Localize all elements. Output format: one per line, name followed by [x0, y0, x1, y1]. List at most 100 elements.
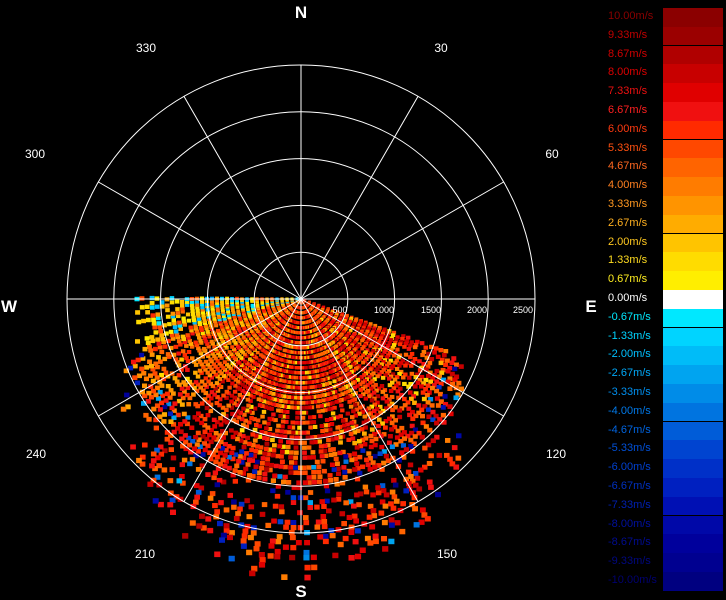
velocity-gate: [259, 557, 266, 563]
velocity-gate: [258, 552, 265, 558]
legend-swatch: [663, 158, 723, 178]
velocity-gate: [242, 412, 247, 417]
velocity-gate: [226, 403, 231, 408]
velocity-gate: [154, 474, 161, 480]
degree-label-30: 30: [434, 41, 448, 55]
azimuth-spoke: [300, 298, 504, 417]
velocity-gate: [314, 379, 319, 384]
velocity-gate: [194, 343, 200, 348]
velocity-gate: [178, 422, 184, 427]
velocity-gate: [276, 393, 281, 398]
velocity-gate: [277, 403, 282, 408]
velocity-gate: [429, 357, 435, 362]
velocity-gate: [243, 359, 248, 364]
velocity-gate: [308, 355, 313, 359]
velocity-gate: [252, 453, 257, 459]
velocity-gate: [395, 347, 400, 352]
velocity-gate: [164, 303, 170, 308]
velocity-gate: [295, 540, 302, 546]
velocity-gate: [417, 359, 422, 364]
velocity-gate: [233, 452, 239, 457]
velocity-gate: [319, 499, 325, 505]
velocity-gate: [325, 382, 330, 386]
velocity-gate: [328, 417, 334, 421]
velocity-gate: [368, 344, 373, 348]
velocity-gate: [449, 360, 455, 365]
velocity-gate: [217, 353, 223, 358]
velocity-gate: [269, 407, 274, 411]
velocity-gate: [412, 471, 419, 476]
velocity-gate: [302, 480, 308, 485]
velocity-gate: [235, 304, 240, 308]
legend-row: -0.67m/s: [606, 308, 724, 328]
velocity-gate: [321, 519, 328, 525]
velocity-gate: [207, 495, 214, 501]
velocity-gate: [208, 357, 213, 362]
velocity-gate: [221, 374, 227, 378]
velocity-gate: [248, 393, 253, 398]
velocity-gate: [300, 386, 305, 390]
velocity-gate: [269, 380, 274, 385]
velocity-gate: [330, 411, 336, 416]
velocity-gate: [179, 357, 184, 362]
velocity-gate: [285, 489, 291, 495]
velocity-gate: [272, 344, 277, 348]
velocity-gate: [192, 318, 197, 323]
velocity-gate: [302, 445, 307, 450]
velocity-gate: [154, 447, 160, 453]
velocity-gate: [202, 336, 207, 341]
velocity-gate: [432, 350, 437, 355]
legend-label: 6.67m/s: [608, 104, 648, 116]
velocity-gate: [252, 427, 258, 432]
velocity-gate: [248, 336, 253, 341]
velocity-gate: [277, 519, 284, 525]
velocity-gate: [385, 458, 391, 464]
velocity-gate: [343, 500, 349, 506]
velocity-gate: [261, 502, 268, 508]
velocity-gate: [435, 491, 441, 498]
velocity-gate: [340, 434, 346, 439]
velocity-gate: [215, 359, 220, 363]
velocity-gate: [285, 410, 290, 414]
velocity-gate: [329, 396, 334, 401]
velocity-gate: [220, 308, 225, 312]
velocity-gate: [436, 452, 443, 458]
velocity-gate: [316, 409, 322, 414]
legend-row: 8.67m/s: [606, 45, 724, 65]
velocity-gate: [221, 435, 226, 440]
velocity-gate: [335, 496, 342, 502]
velocity-gate: [142, 393, 148, 399]
velocity-gate: [253, 449, 259, 454]
velocity-gate: [186, 435, 192, 441]
velocity-gate: [458, 386, 464, 392]
velocity-gate: [248, 387, 253, 392]
legend-row: 9.33m/s: [606, 26, 724, 46]
velocity-gate: [225, 325, 230, 329]
velocity-gate: [213, 364, 218, 369]
velocity-gate: [268, 359, 273, 363]
velocity-gate: [249, 329, 254, 333]
velocity-gate: [187, 338, 192, 343]
velocity-gate: [179, 402, 185, 407]
velocity-gate: [278, 398, 283, 403]
velocity-gate: [146, 390, 152, 396]
velocity-gate: [213, 431, 219, 436]
velocity-gate: [195, 305, 200, 310]
velocity-gate: [203, 348, 208, 353]
velocity-gate: [175, 307, 180, 312]
legend-swatch: [663, 365, 723, 384]
velocity-gate: [180, 480, 186, 486]
velocity-gate: [124, 392, 130, 398]
velocity-gate: [321, 504, 327, 509]
velocity-gate: [220, 429, 225, 434]
velocity-gate: [202, 382, 208, 387]
velocity-gate: [391, 333, 396, 338]
velocity-gate: [294, 366, 299, 370]
velocity-gate: [447, 404, 453, 409]
velocity-gate: [195, 449, 201, 454]
velocity-gate: [221, 412, 226, 417]
velocity-gate: [394, 367, 400, 371]
velocity-gate: [250, 458, 255, 463]
velocity-gate: [172, 324, 178, 329]
velocity-gate: [431, 383, 437, 388]
